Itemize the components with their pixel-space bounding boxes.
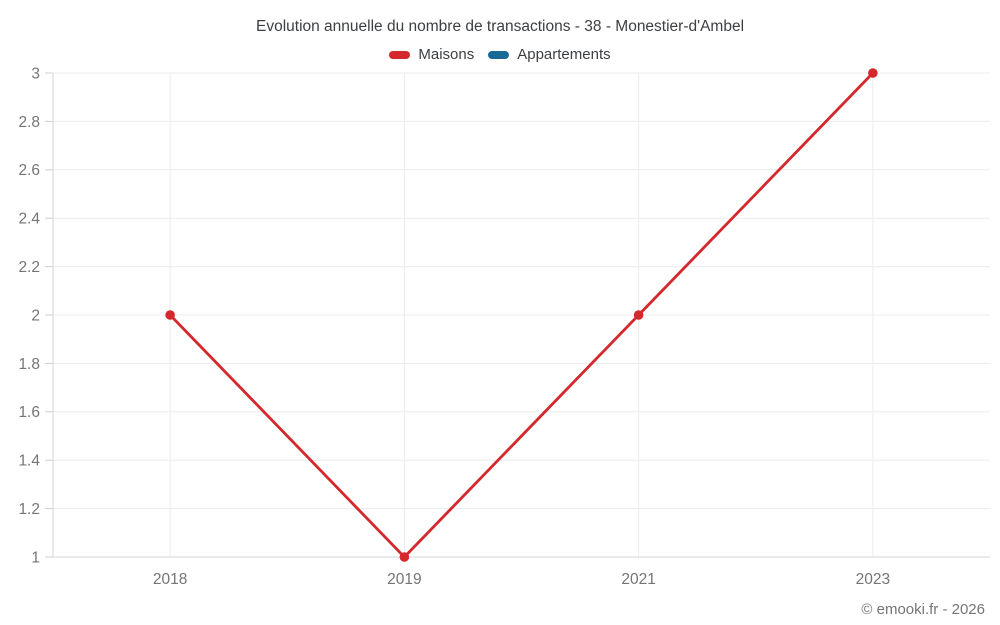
- x-tick-label: 2021: [621, 571, 655, 588]
- y-tick-label: 2.2: [18, 259, 40, 276]
- x-tick-label: 2023: [856, 571, 890, 588]
- y-tick-label: 1.2: [18, 501, 40, 518]
- legend-swatch-maisons-icon: [389, 50, 411, 59]
- data-point-maisons-2019[interactable]: [399, 552, 410, 562]
- y-tick-label: 1: [31, 549, 40, 566]
- legend-swatch-appartements-icon: [488, 50, 510, 59]
- chart-title: Evolution annuelle du nombre de transact…: [255, 18, 745, 35]
- y-tick-label: 2.6: [18, 162, 40, 179]
- data-point-maisons-2018[interactable]: [165, 310, 175, 320]
- series-line-maisons: [168, 71, 875, 559]
- y-tick-label: 2: [31, 307, 40, 324]
- y-tick-label: 2.4: [18, 211, 40, 228]
- y-tick-label: 1.8: [18, 356, 40, 373]
- legend-item-maisons[interactable]: Maisons: [389, 46, 474, 63]
- copyright-watermark: © emooki.fr - 2026: [861, 601, 985, 618]
- y-tick-label: 1.6: [18, 404, 40, 421]
- y-tick-label: 2.8: [18, 114, 40, 131]
- x-tick-label: 2018: [153, 571, 187, 588]
- legend-label-maisons: Maisons: [418, 46, 475, 63]
- data-point-maisons-2021[interactable]: [633, 310, 644, 320]
- legend: Maisons Appartements: [0, 46, 1000, 63]
- x-tick-label: 2019: [387, 571, 421, 588]
- legend-item-appartements[interactable]: Appartements: [488, 46, 611, 63]
- data-point-maisons-2023[interactable]: [868, 68, 878, 78]
- y-tick-label: 3: [31, 65, 40, 82]
- legend-label-appartements: Appartements: [517, 46, 611, 63]
- y-tick-label: 1.4: [18, 453, 40, 470]
